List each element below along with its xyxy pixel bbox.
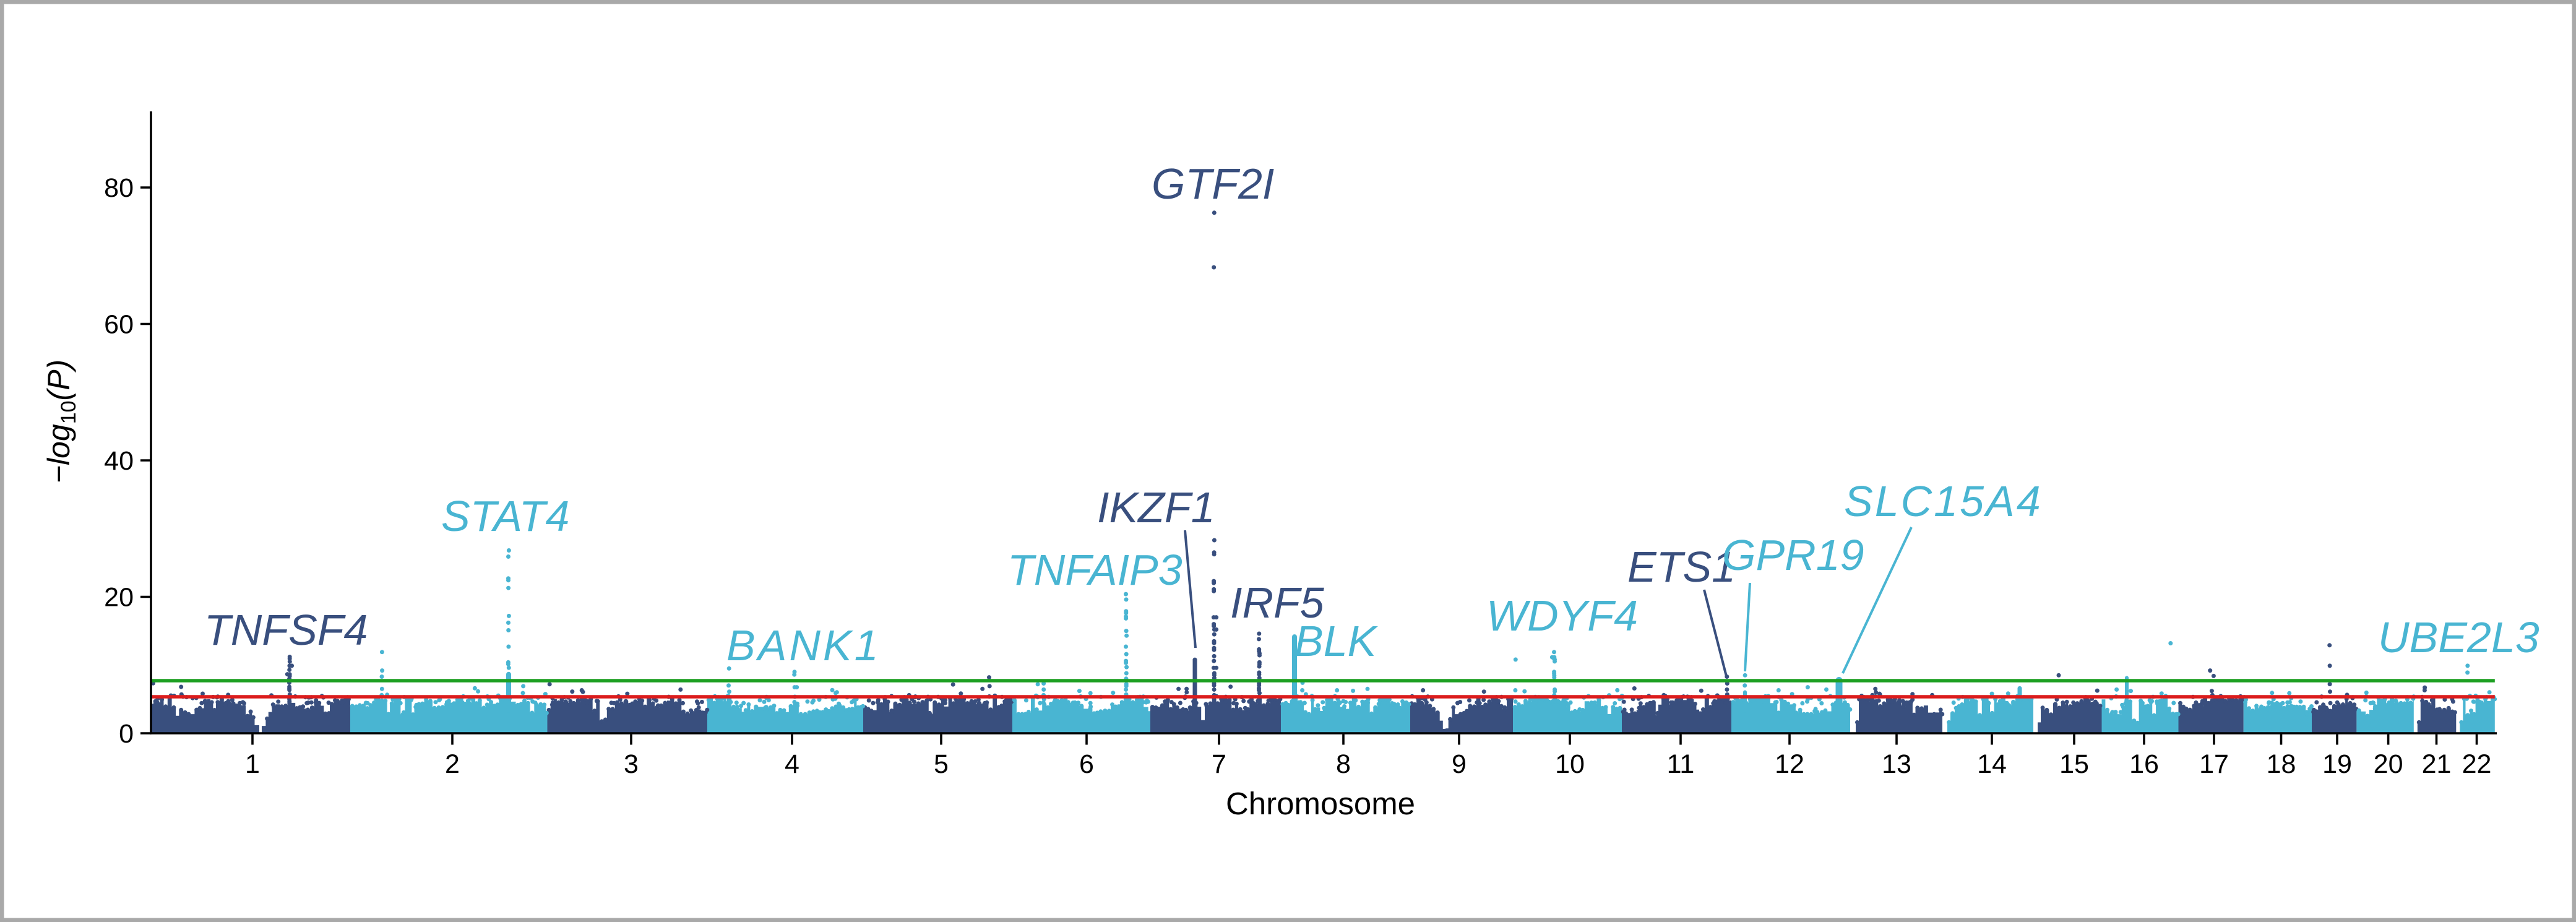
svg-text:21: 21: [2422, 749, 2452, 779]
svg-text:18: 18: [2267, 749, 2296, 779]
svg-text:80: 80: [104, 173, 134, 203]
svg-text:7: 7: [1212, 749, 1226, 779]
svg-text:4: 4: [785, 749, 799, 779]
svg-text:17: 17: [2199, 749, 2229, 779]
svg-text:BLK: BLK: [1294, 617, 1379, 665]
svg-text:15: 15: [2059, 749, 2089, 779]
svg-text:19: 19: [2322, 749, 2352, 779]
svg-text:TNFSF4: TNFSF4: [204, 606, 368, 654]
svg-text:ETS1: ETS1: [1627, 543, 1736, 591]
svg-text:10: 10: [1555, 749, 1585, 779]
svg-text:IKZF1: IKZF1: [1097, 483, 1215, 532]
svg-text:13: 13: [1882, 749, 1911, 779]
svg-text:20: 20: [2374, 749, 2403, 779]
svg-text:Chromosome: Chromosome: [1226, 786, 1415, 821]
svg-text:WDYF4: WDYF4: [1486, 592, 1638, 640]
svg-text:GTF2I: GTF2I: [1152, 160, 1274, 208]
svg-text:12: 12: [1775, 749, 1804, 779]
svg-text:2: 2: [445, 749, 460, 779]
svg-text:IRF5: IRF5: [1230, 579, 1325, 627]
svg-text:16: 16: [2129, 749, 2159, 779]
svg-text:11: 11: [1667, 749, 1695, 779]
svg-text:5: 5: [934, 749, 949, 779]
svg-text:40: 40: [104, 446, 134, 476]
svg-text:STAT4: STAT4: [441, 492, 569, 540]
svg-text:8: 8: [1336, 749, 1351, 779]
svg-text:60: 60: [104, 310, 134, 340]
svg-text:3: 3: [624, 749, 639, 779]
svg-text:20: 20: [104, 583, 134, 613]
svg-text:14: 14: [1977, 749, 2007, 779]
svg-text:1: 1: [245, 749, 260, 779]
svg-text:22: 22: [2462, 749, 2492, 779]
svg-text:UBE2L3: UBE2L3: [2378, 613, 2539, 661]
svg-text:TNFAIP3: TNFAIP3: [1007, 546, 1182, 594]
svg-text:0: 0: [119, 719, 134, 749]
svg-text:SLC15A4: SLC15A4: [1844, 477, 2043, 525]
svg-text:6: 6: [1079, 749, 1094, 779]
svg-text:GPR19: GPR19: [1722, 531, 1864, 579]
svg-text:BANK1: BANK1: [726, 621, 881, 670]
svg-text:−log10(P): −log10(P): [41, 360, 80, 483]
svg-text:9: 9: [1452, 749, 1467, 779]
